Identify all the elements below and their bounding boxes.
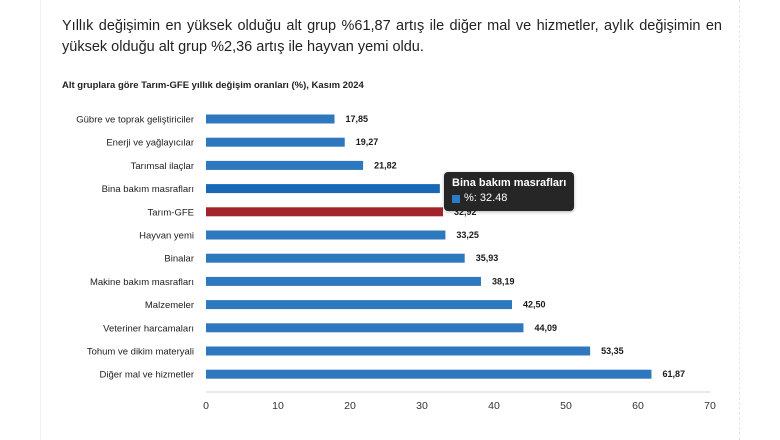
bar-value-label: 42,50 [523,300,546,310]
bar[interactable] [206,160,364,170]
bar-value-label: 35,93 [476,253,499,263]
tooltip-swatch [452,194,460,203]
bar-value-label: 44,09 [534,323,557,333]
tooltip-title: Bina bakım masrafları [452,177,567,189]
y-category-label: Enerji ve yağlayıcılar [106,138,194,149]
y-category-label: Diğer mal ve hizmetler [100,370,195,381]
x-tick-label: 50 [560,400,572,412]
bar-value-label: 61,87 [662,369,685,379]
tooltip-value: %: 32.48 [464,192,508,204]
bar-value-label: 19,27 [356,137,379,147]
intro-paragraph: Yıllık değişimin en yüksek olduğu alt gr… [62,18,722,55]
bar-value-label: 33,25 [456,230,479,240]
chart-tooltip: Bina bakım masrafları %: 32.48 [444,172,575,211]
x-tick-label: 70 [704,400,716,412]
bar[interactable] [206,207,444,217]
bar-value-label: 53,35 [601,346,624,356]
bar-value-label: 17,85 [346,114,369,124]
y-category-label: Tohum ve dikim materyali [87,347,194,358]
bar[interactable] [206,276,481,286]
y-category-label: Malzemeler [145,300,194,311]
bar[interactable] [206,230,446,240]
x-tick-label: 40 [488,400,500,412]
bar[interactable] [206,346,591,356]
bar[interactable] [206,184,440,194]
y-category-label: Tarımsal ilaçlar [131,161,194,172]
bar[interactable] [206,253,465,263]
y-category-label: Hayvan yemi [139,231,194,242]
x-tick-label: 20 [344,400,356,412]
bar-value-label: 32,92 [454,207,477,217]
bar-value-label: 21,82 [374,160,397,170]
bar-value-label: 38,19 [492,276,515,286]
y-category-label: Veteriner harcamaları [103,323,194,334]
bar[interactable] [206,300,512,310]
y-category-label: Gübre ve toprak geliştiriciler [76,115,194,126]
y-category-label: Bina bakım masrafları [102,184,194,195]
tooltip-row: %: 32.48 [452,191,566,206]
bar[interactable] [206,323,524,333]
x-tick-label: 0 [203,400,209,412]
bar[interactable] [206,137,345,147]
x-tick-label: 30 [416,400,428,412]
y-category-label: Makine bakım masrafları [90,277,194,288]
chart-title: Alt gruplara göre Tarım-GFE yıllık değiş… [62,80,364,91]
x-tick-label: 60 [632,400,644,412]
x-tick-label: 10 [272,400,284,412]
y-category-label: Binalar [164,254,194,265]
page-border [40,0,740,440]
bar[interactable] [206,369,652,379]
y-category-label: Tarım-GFE [148,207,194,218]
bar[interactable] [206,114,335,124]
